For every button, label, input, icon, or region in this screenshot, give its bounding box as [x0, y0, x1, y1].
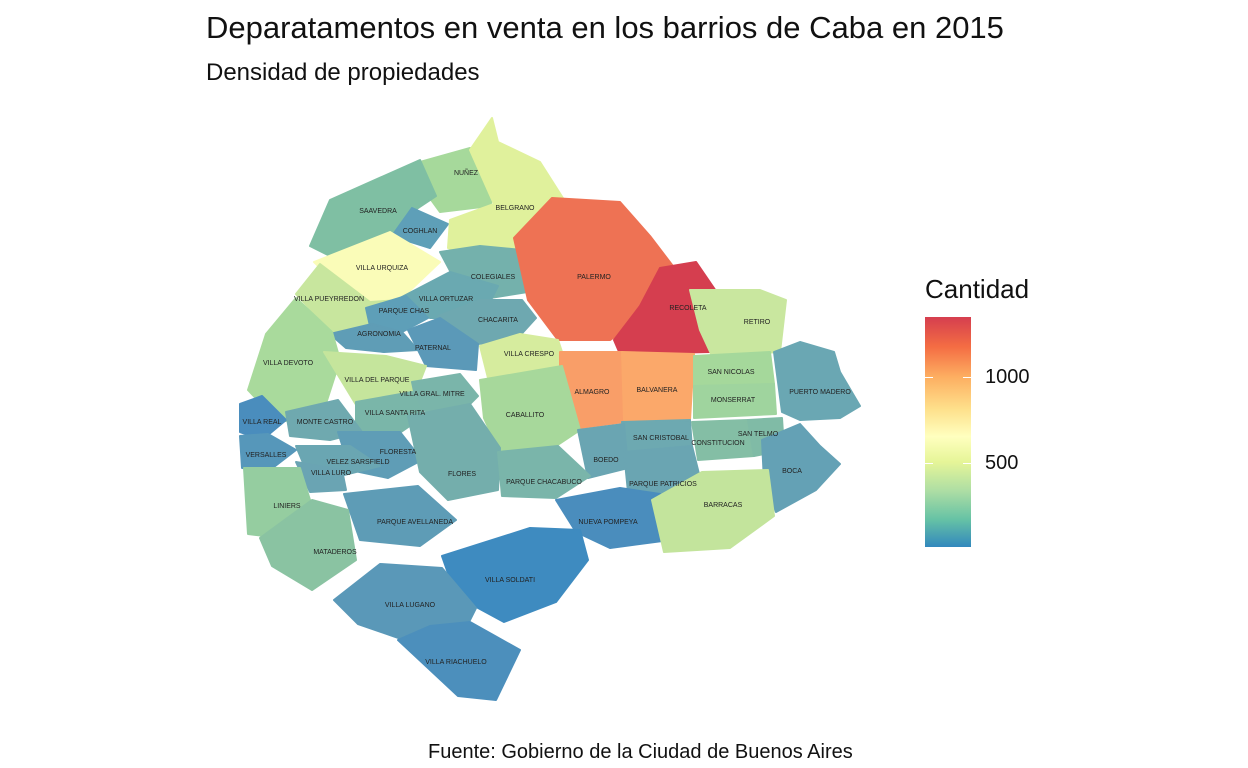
neighborhood-coghlan [391, 207, 449, 249]
legend-tick-mark [963, 377, 971, 378]
neighborhood-label-monserrat: MONSERRAT [711, 397, 756, 404]
legend-tick-mark [925, 463, 933, 464]
neighborhood-label-villa-luro: VILLA LURO [311, 470, 352, 477]
neighborhood-label-villa-riachuelo: VILLA RIACHUELO [425, 659, 487, 666]
neighborhood-label-retiro: RETIRO [744, 319, 771, 326]
neighborhood-label-palermo: PALERMO [577, 274, 611, 281]
neighborhood-label-colegiales: COLEGIALES [471, 274, 516, 281]
choropleth-map: NUÑEZ SAAVEDRA COGHLAN BELGRANO VILLA URQUIZ… [239, 117, 861, 701]
neighborhood-label-villa-real: VILLA REAL [243, 419, 282, 426]
neighborhood-label-chacarita: CHACARITA [478, 317, 518, 324]
neighborhood-label-versalles: VERSALLES [246, 452, 287, 459]
neighborhood-parque-chacabuco [497, 445, 591, 499]
neighborhood-label-boedo: BOEDO [593, 457, 619, 464]
chart-title: Deparatamentos en venta en los barrios d… [206, 10, 1004, 45]
neighborhood-label-san-cristobal: SAN CRISTOBAL [633, 435, 689, 442]
neighborhood-label-villa-crespo: VILLA CRESPO [504, 351, 555, 358]
neighborhood-boedo [577, 423, 629, 479]
neighborhood-label-paternal: PATERNAL [415, 345, 451, 352]
neighborhood-label-parque-chacabuco: PARQUE CHACABUCO [506, 479, 582, 486]
neighborhood-label-boca: BOCA [782, 468, 802, 475]
legend-label-500: 500 [985, 452, 1019, 474]
neighborhood-label-villa-soldati: VILLA SOLDATI [485, 577, 535, 584]
neighborhood-label-almagro: ALMAGRO [574, 389, 610, 396]
neighborhood-label-villa-devoto: VILLA DEVOTO [263, 360, 314, 367]
neighborhood-label-san-nicolas: SAN NICOLAS [707, 369, 754, 376]
neighborhood-label-belgrano: BELGRANO [496, 205, 535, 212]
legend-colorbar [925, 317, 971, 547]
neighborhood-monserrat [693, 383, 777, 419]
neighborhood-label-recoleta: RECOLETA [669, 305, 707, 312]
neighborhood-label-flores: FLORES [448, 471, 476, 478]
neighborhood-versalles [239, 433, 297, 471]
neighborhood-label-nunez: NUÑEZ [454, 168, 479, 177]
neighborhood-label-san-telmo: SAN TELMO [738, 431, 779, 438]
legend-tick-mark [925, 377, 933, 378]
neighborhood-label-villa-lugano: VILLA LUGANO [385, 602, 436, 609]
neighborhood-label-villa-santa-rita: VILLA SANTA RITA [365, 410, 426, 417]
neighborhood-label-villa-urquiza: VILLA URQUIZA [356, 265, 408, 272]
neighborhood-label-villa-ortuzar: VILLA ORTUZAR [419, 296, 473, 303]
neighborhood-label-parque-chas: PARQUE CHAS [379, 308, 430, 315]
neighborhood-label-parque-patricios: PARQUE PATRICIOS [629, 481, 697, 488]
neighborhood-puerto-madero [773, 341, 861, 421]
neighborhood-label-villa-gral-mitre: VILLA GRAL. MITRE [399, 391, 465, 398]
chart-caption: Fuente: Gobierno de la Ciudad de Buenos … [428, 741, 853, 763]
neighborhood-label-coghlan: COGHLAN [403, 228, 438, 235]
neighborhood-label-barracas: BARRACAS [704, 502, 743, 509]
neighborhood-label-nueva-pompeya: NUEVA POMPEYA [578, 519, 638, 526]
neighborhood-label-villa-pueyrredon: VILLA PUEYRREDON [294, 296, 364, 303]
neighborhood-label-puerto-madero: PUERTO MADERO [789, 389, 851, 396]
neighborhood-label-saavedra: SAAVEDRA [359, 208, 397, 215]
neighborhood-parque-chas [365, 295, 429, 333]
neighborhood-label-villa-del-parque: VILLA DEL PARQUE [345, 377, 410, 384]
chart-subtitle: Densidad de propiedades [206, 59, 480, 86]
neighborhood-mataderos [259, 499, 357, 591]
neighborhood-label-floresta: FLORESTA [380, 449, 417, 456]
neighborhood-label-constitucion: CONSTITUCION [691, 440, 744, 447]
neighborhood-label-caballito: CABALLITO [506, 412, 545, 419]
legend-label-1000: 1000 [985, 366, 1030, 388]
neighborhood-villa-riachuelo [397, 621, 521, 701]
neighborhood-parque-avellaneda [343, 485, 457, 547]
legend-title: Cantidad [925, 274, 1030, 304]
neighborhood-paternal [407, 317, 479, 371]
neighborhood-label-agronomia: AGRONOMIA [357, 331, 401, 338]
neighborhood-label-liniers: LINIERS [273, 503, 301, 510]
neighborhood-label-velez-sarsfield: VELEZ SARSFIELD [326, 459, 389, 466]
neighborhood-label-mataderos: MATADEROS [313, 549, 357, 556]
neighborhood-label-monte-castro: MONTE CASTRO [297, 419, 354, 426]
neighborhood-barracas [651, 469, 775, 553]
legend-tick-mark [963, 463, 971, 464]
neighborhood-flores [407, 403, 501, 501]
neighborhood-villa-real [239, 395, 287, 441]
neighborhood-label-parque-avellaneda: PARQUE AVELLANEDA [377, 519, 453, 526]
neighborhood-label-balvanera: BALVANERA [637, 387, 678, 394]
